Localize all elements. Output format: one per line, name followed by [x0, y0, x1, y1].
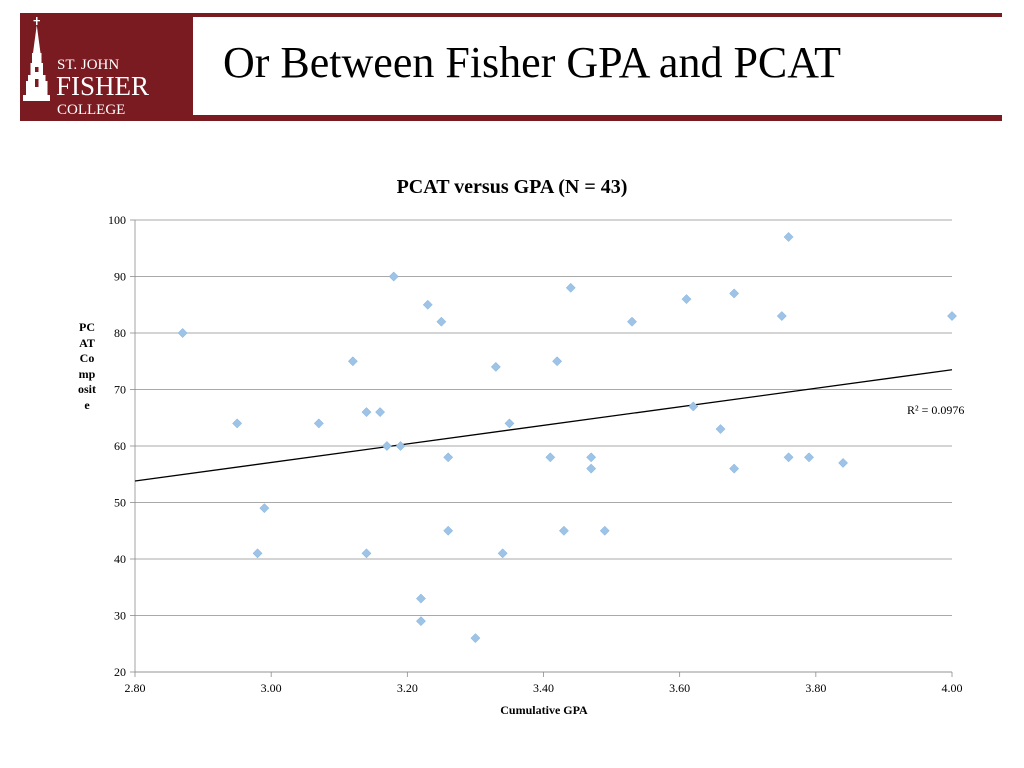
- data-point: [586, 463, 597, 474]
- y-tick-label: 100: [108, 213, 126, 227]
- college-logo: ST. JOHN FISHER COLLEGE: [20, 13, 172, 121]
- data-point: [804, 452, 814, 463]
- x-axis-label: Cumulative GPA: [500, 703, 588, 717]
- data-point: [252, 548, 263, 559]
- trendline: [134, 369, 953, 482]
- chart-title: PCAT versus GPA (N = 43): [396, 176, 628, 198]
- y-tick-label: 60: [114, 439, 126, 453]
- data-point: [783, 452, 794, 463]
- data-point: [558, 525, 569, 536]
- data-point: [381, 441, 392, 451]
- logo-line2: FISHER: [56, 71, 149, 101]
- data-point: [681, 294, 692, 305]
- data-point: [715, 424, 726, 435]
- data-point: [443, 452, 454, 463]
- data-point: [232, 418, 243, 429]
- data-point: [783, 231, 794, 242]
- y-tick-label: 40: [114, 552, 126, 566]
- y-tick-label: 50: [114, 496, 126, 510]
- data-point: [313, 418, 324, 429]
- data-point: [436, 316, 447, 327]
- data-point: [565, 282, 576, 293]
- data-point: [415, 616, 426, 627]
- x-tick-label: 3.40: [533, 681, 554, 695]
- header-banner: ST. JOHN FISHER COLLEGE Or Between Fishe…: [20, 13, 1016, 121]
- data-point: [388, 271, 399, 282]
- data-point: [688, 401, 699, 412]
- x-tick-label: 3.60: [669, 681, 690, 695]
- data-point: [395, 441, 406, 451]
- page-title: Or Between Fisher GPA and PCAT: [223, 38, 842, 87]
- y-axis-label: PCAT Composite: [78, 320, 96, 412]
- data-point: [627, 316, 637, 327]
- data-point: [776, 311, 787, 322]
- data-point: [490, 361, 501, 372]
- data-point: [259, 503, 270, 514]
- x-tick-label: 4.00: [942, 681, 963, 695]
- logo-line1: ST. JOHN: [57, 57, 119, 73]
- data-point: [361, 548, 372, 559]
- x-tick-label: 3.00: [261, 681, 282, 695]
- y-tick-label: 30: [114, 609, 126, 623]
- r-squared-label: R² = 0.0976: [907, 403, 965, 417]
- y-tick-label: 80: [114, 326, 126, 340]
- data-point: [422, 299, 433, 310]
- data-point: [599, 525, 610, 536]
- data-point: [586, 452, 597, 463]
- data-point: [729, 288, 740, 299]
- data-point: [177, 328, 188, 338]
- y-tick-label: 20: [114, 665, 126, 679]
- x-tick-label: 2.80: [125, 681, 146, 695]
- data-point: [838, 457, 849, 468]
- logo-line3: COLLEGE: [57, 102, 125, 118]
- data-point: [347, 356, 358, 367]
- data-point: [729, 463, 740, 474]
- y-tick-label: 90: [114, 270, 126, 284]
- data-point: [497, 548, 508, 559]
- data-point: [552, 356, 563, 367]
- data-point: [504, 418, 515, 429]
- data-point: [947, 311, 957, 322]
- x-tick-label: 3.20: [397, 681, 418, 695]
- data-point: [415, 593, 426, 604]
- title-box: Or Between Fisher GPA and PCAT: [193, 17, 1016, 115]
- x-tick-label: 3.80: [805, 681, 826, 695]
- y-tick-label: 70: [114, 383, 126, 397]
- data-point: [443, 525, 454, 536]
- data-point: [470, 633, 481, 644]
- data-point: [361, 407, 372, 418]
- data-point: [545, 452, 556, 463]
- data-point: [375, 407, 386, 418]
- church-steeple-icon: ST. JOHN FISHER COLLEGE: [23, 17, 149, 118]
